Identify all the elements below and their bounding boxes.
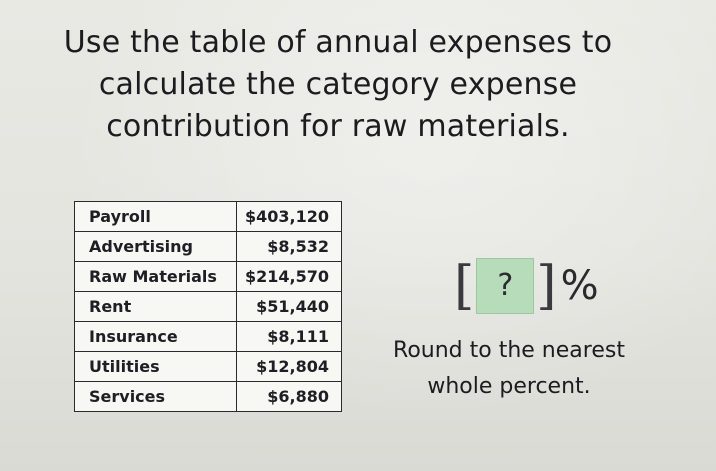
table-row: Advertising $8,532 xyxy=(74,231,343,262)
category-cell: Services xyxy=(74,381,237,412)
amount-cell: $403,120 xyxy=(235,201,343,232)
open-bracket: [ xyxy=(454,256,475,316)
amount-cell: $6,880 xyxy=(235,381,343,412)
percent-sign: % xyxy=(560,263,599,309)
table-row: Payroll $403,120 xyxy=(74,201,343,232)
amount-cell: $8,111 xyxy=(235,321,343,352)
category-cell: Payroll xyxy=(74,201,237,232)
category-cell: Rent xyxy=(74,291,237,322)
expense-table: Payroll $403,120 Advertising $8,532 Raw … xyxy=(74,201,343,412)
answer-area: [ ? ] % xyxy=(454,256,599,316)
category-cell: Raw Materials xyxy=(74,261,237,292)
hint-line-2: whole percent. xyxy=(427,374,591,399)
category-cell: Insurance xyxy=(74,321,237,352)
table-row: Services $6,880 xyxy=(74,381,343,412)
hint-line-1: Round to the nearest xyxy=(393,338,625,363)
amount-cell: $8,532 xyxy=(235,231,343,262)
close-bracket: ] xyxy=(536,256,557,316)
question-line-3: contribution for raw materials. xyxy=(106,109,570,144)
table-row: Utilities $12,804 xyxy=(74,351,343,382)
rounding-instruction: Round to the nearest whole percent. xyxy=(380,333,638,405)
question-line-1: Use the table of annual expenses to xyxy=(63,25,613,60)
category-cell: Advertising xyxy=(74,231,237,262)
table-row: Insurance $8,111 xyxy=(74,321,343,352)
question-text: Use the table of annual expenses to calc… xyxy=(58,22,618,148)
table-row: Raw Materials $214,570 xyxy=(74,261,343,292)
amount-cell: $12,804 xyxy=(235,351,343,382)
amount-cell: $51,440 xyxy=(235,291,343,322)
table-row: Rent $51,440 xyxy=(74,291,343,322)
category-cell: Utilities xyxy=(74,351,237,382)
amount-cell: $214,570 xyxy=(235,261,343,292)
answer-input-box[interactable]: ? xyxy=(476,258,535,314)
question-line-2: calculate the category expense xyxy=(98,67,578,102)
